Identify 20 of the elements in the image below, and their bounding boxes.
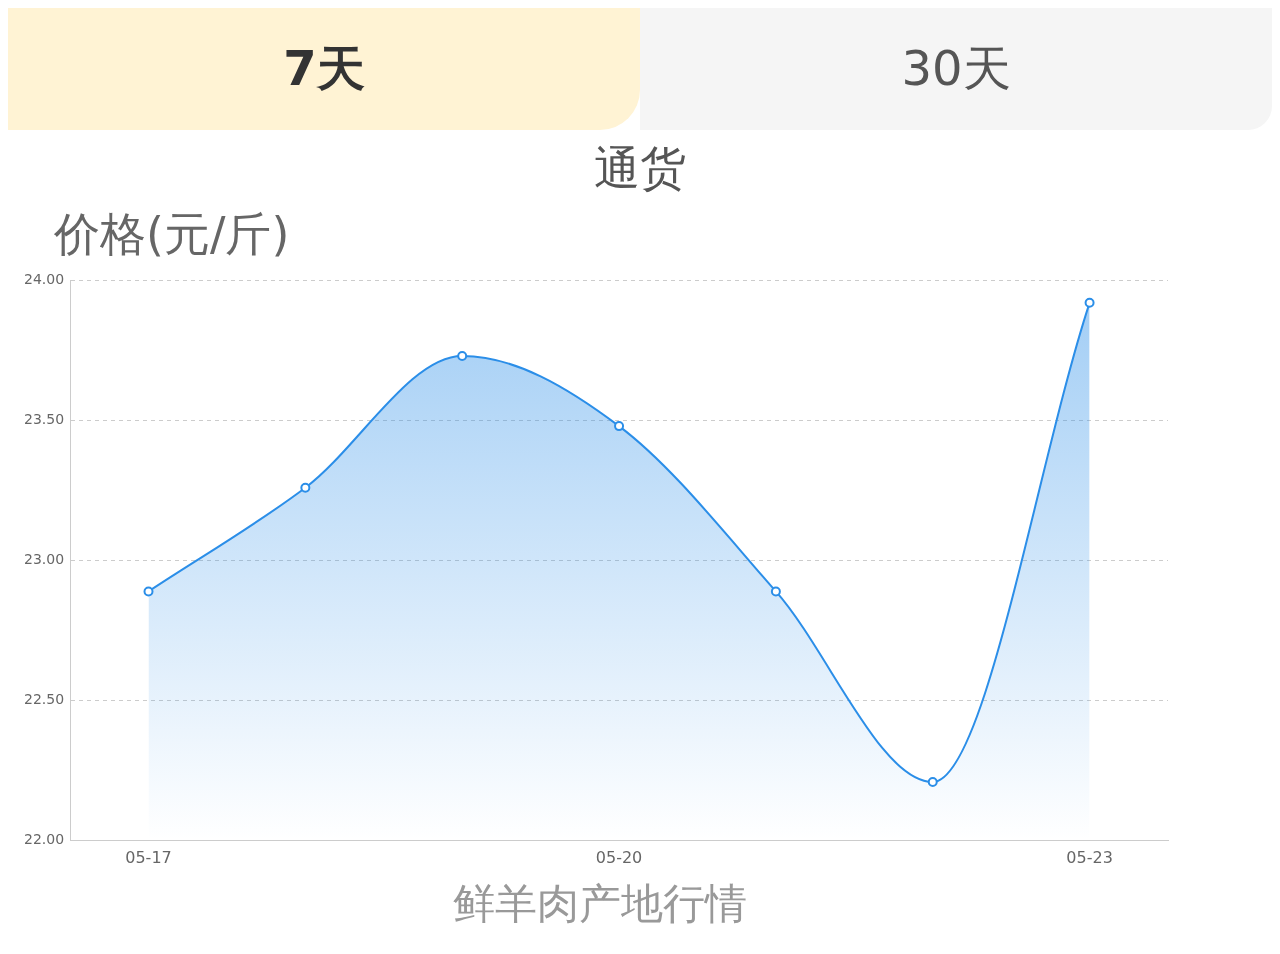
chart-title: 通货	[593, 140, 687, 197]
y-tick-label: 23.50	[23, 411, 65, 428]
point	[143, 586, 154, 597]
point	[614, 421, 625, 432]
y-axis-title: 价格(元/斤)	[54, 206, 291, 263]
y-tick-label: 22.00	[23, 831, 65, 848]
y-tick-label: 24.00	[23, 271, 65, 288]
x-axis-title: 鲜羊肉产地行情	[452, 878, 748, 930]
y-tick-label: 23.00	[23, 551, 65, 568]
point	[927, 776, 938, 787]
x-tick-label: 05-17	[125, 847, 172, 867]
x-tick-label: 05-23	[1066, 847, 1113, 867]
text: 7天	[8, 8, 640, 130]
text: 30天	[640, 8, 1272, 130]
y-tick-label: 22.50	[23, 691, 65, 708]
point	[300, 482, 311, 493]
point	[770, 586, 781, 597]
x-tick-label: 05-20	[595, 847, 643, 867]
point	[457, 351, 468, 362]
point	[1084, 297, 1095, 308]
